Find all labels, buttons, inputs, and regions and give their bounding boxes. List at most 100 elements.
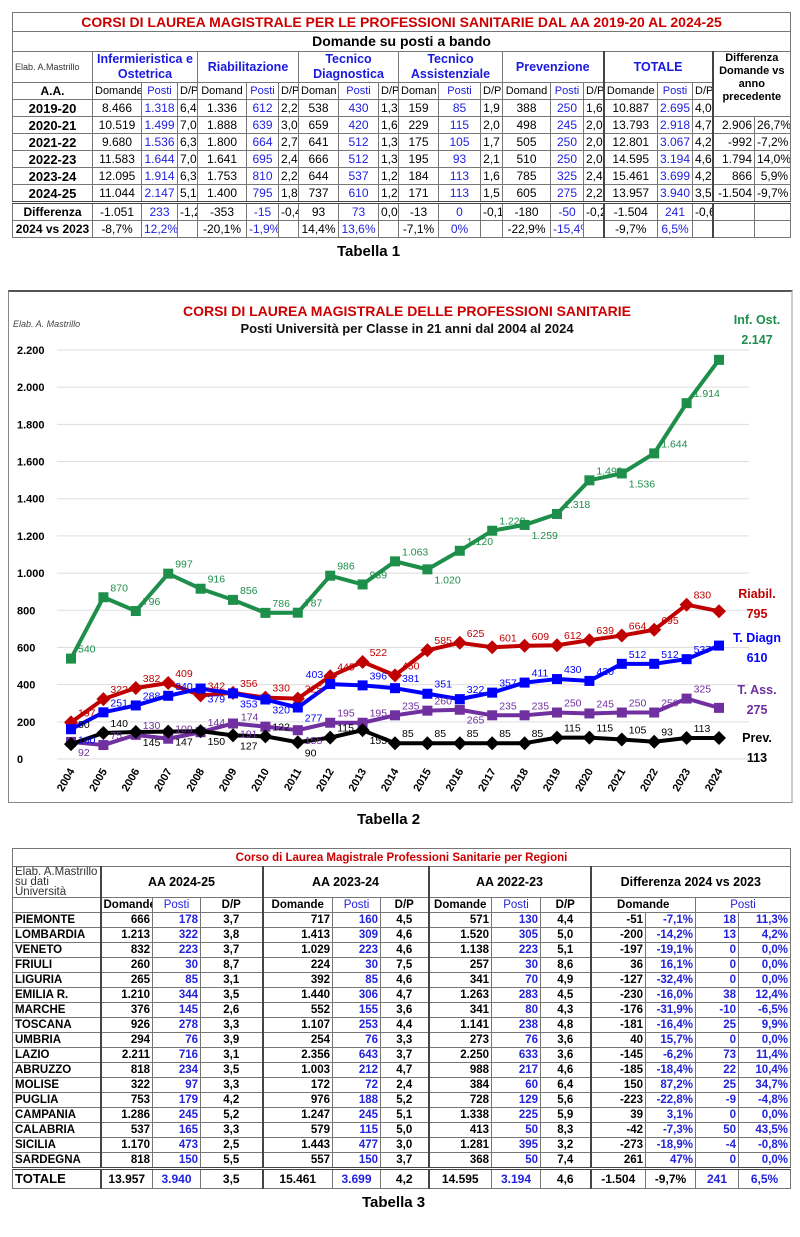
- value-cell: 322: [152, 927, 201, 943]
- value-cell: 664: [246, 133, 279, 151]
- data-point: [487, 525, 498, 536]
- value-cell: 3,9: [200, 1032, 263, 1048]
- value-cell: 4,6: [380, 927, 429, 943]
- value-cell: 260: [99, 957, 153, 973]
- x-tick-label: 2015: [411, 767, 434, 794]
- value-cell: 7,4: [540, 1152, 591, 1169]
- value-cell: 5,9: [540, 1107, 591, 1123]
- year-cell: 2020-21: [12, 116, 93, 134]
- data-label: 522: [370, 647, 388, 659]
- value-cell: 1.247: [261, 1107, 333, 1123]
- series-name: T. Ass.: [737, 683, 776, 697]
- table-row: EMILIA R. 1.210 344 3,5 1.440 306 4,7 1.263 283 4…: [12, 987, 792, 1003]
- value-cell: 1,3: [378, 99, 399, 117]
- value-cell: -22,8%: [645, 1092, 696, 1108]
- value-cell: 195: [398, 150, 439, 168]
- group-header: Prevenzione: [502, 51, 604, 83]
- data-point: [128, 725, 143, 740]
- value-cell: 3,5: [200, 987, 263, 1003]
- data-point: [130, 606, 141, 617]
- data-point: [193, 688, 208, 703]
- data-point: [681, 398, 692, 409]
- table-cell: [753, 201, 792, 221]
- value-cell: -181: [589, 1017, 646, 1033]
- region-cell: CAMPANIA: [12, 1107, 101, 1123]
- column-header: Domand: [502, 82, 551, 100]
- data-label: 445: [337, 661, 355, 673]
- data-point: [681, 654, 692, 665]
- value-cell: 4,4: [380, 1017, 429, 1033]
- value-cell: 4,2%: [737, 927, 792, 943]
- value-cell: 605: [502, 184, 551, 203]
- region-cell: TOSCANA: [12, 1017, 101, 1033]
- value-cell: 250: [550, 99, 584, 117]
- value-cell: 18: [695, 912, 739, 928]
- data-label: 1.228: [499, 516, 525, 528]
- x-tick-label: 2020: [573, 767, 596, 794]
- data-label: 130: [143, 720, 161, 732]
- table-row: PUGLIA 753 179 4,2 976 188 5,2 728 129 5,6 -223 -22…: [12, 1092, 792, 1108]
- data-point: [390, 556, 400, 567]
- region-cell: TOTALE: [12, 1167, 101, 1189]
- data-point: [420, 736, 435, 751]
- value-cell: 130: [491, 912, 541, 928]
- data-point: [647, 734, 662, 749]
- column-header: D/P: [540, 897, 591, 913]
- title-row: Corso di Laurea Magistrale Professioni S…: [11, 848, 792, 867]
- data-label: 351: [434, 679, 452, 691]
- value-cell: 73: [338, 201, 379, 221]
- y-tick-label: 800: [17, 605, 35, 617]
- series-end-value: 113: [747, 751, 767, 765]
- data-label: 353: [240, 698, 258, 710]
- data-point: [422, 705, 433, 716]
- data-label: 113: [694, 723, 711, 735]
- value-cell: 2,5: [200, 1137, 263, 1153]
- value-cell: 0: [695, 957, 739, 973]
- value-cell: 72: [332, 1077, 381, 1093]
- value-cell: 3,7: [380, 1047, 429, 1063]
- value-cell: 1.336: [197, 99, 247, 117]
- value-cell: 1.286: [99, 1107, 153, 1123]
- value-cell: 129: [491, 1092, 541, 1108]
- value-cell: 2.918: [657, 116, 693, 134]
- value-cell: 12.801: [602, 133, 658, 151]
- value-cell: 388: [502, 99, 551, 117]
- data-label: 381: [402, 673, 420, 685]
- column-header: Domande: [602, 82, 658, 100]
- value-cell: 557: [261, 1152, 333, 1169]
- value-cell: 0: [438, 201, 481, 221]
- value-cell: 115: [332, 1122, 381, 1138]
- data-label: 325: [694, 684, 712, 696]
- y-tick-label: 600: [17, 642, 35, 654]
- value-cell: 5,0: [540, 927, 591, 943]
- data-point: [66, 724, 76, 735]
- column-header: Domande: [261, 897, 333, 913]
- value-cell: 11.583: [92, 150, 142, 168]
- data-label: 105: [629, 724, 647, 736]
- y-tick-label: 200: [17, 717, 35, 729]
- value-cell: -145: [589, 1047, 646, 1063]
- value-cell: 2,7: [278, 133, 299, 151]
- value-cell: 376: [99, 1002, 153, 1018]
- data-point: [390, 710, 400, 721]
- table-row: 2023-24 12.095 1.914 6,3 1.753 810 2,2 644 537 1,…: [12, 167, 792, 185]
- table-row: 2024-25 11.044 2.147 5,1 1.400 795 1,8 737 610 1,…: [12, 184, 792, 203]
- value-cell: 250: [550, 133, 584, 151]
- x-tick-label: 2007: [152, 767, 175, 794]
- value-cell: -1,2: [177, 201, 198, 221]
- data-point: [552, 707, 562, 718]
- group-header-row: Elab. A.Mastrillo su dati Università AA 2…: [12, 866, 792, 898]
- value-cell: 368: [427, 1152, 492, 1169]
- data-label: 155: [305, 735, 323, 747]
- value-cell: 305: [491, 927, 541, 943]
- data-label: 512: [661, 649, 679, 661]
- group-header: Tecnico Assistenziale: [398, 51, 503, 83]
- chart-title: CORSI DI LAUREA MAGISTRALE DELLE PROFESS…: [183, 303, 631, 319]
- data-point: [161, 675, 176, 690]
- data-label: 625: [467, 628, 485, 640]
- group-header: Tecnico Diagnostica: [298, 51, 399, 83]
- data-point: [647, 622, 662, 637]
- value-cell: 8,7: [200, 957, 263, 973]
- data-label: 512: [629, 649, 647, 661]
- value-cell: 571: [427, 912, 492, 928]
